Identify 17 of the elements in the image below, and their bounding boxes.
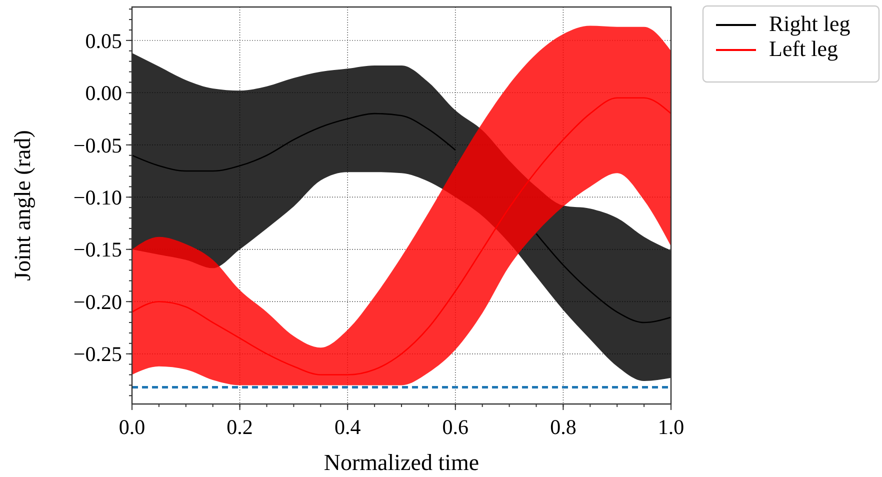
y-tick-label: −0.20 <box>73 290 122 314</box>
x-tick-label: 0.2 <box>226 415 253 439</box>
legend-label: Right leg <box>769 11 850 36</box>
x-tick-label: 1.0 <box>658 415 684 439</box>
x-tick-label: 0.4 <box>334 415 362 439</box>
legend-label: Left leg <box>769 36 838 61</box>
x-tick-label: 0.0 <box>118 415 146 439</box>
x-tick-label: 0.8 <box>550 415 576 439</box>
y-tick-label: −0.15 <box>73 238 122 262</box>
y-tick-label: 0.05 <box>85 28 122 53</box>
x-axis-title: Normalized time <box>324 450 480 475</box>
y-tick-label: −0.25 <box>73 342 122 366</box>
y-axis-title: Joint angle (rad) <box>10 130 35 281</box>
y-tick-label: 0.00 <box>85 81 122 106</box>
y-tick-label: −0.05 <box>73 133 122 158</box>
y-tick-label: −0.10 <box>73 185 122 210</box>
x-tick-label: 0.6 <box>442 415 469 439</box>
